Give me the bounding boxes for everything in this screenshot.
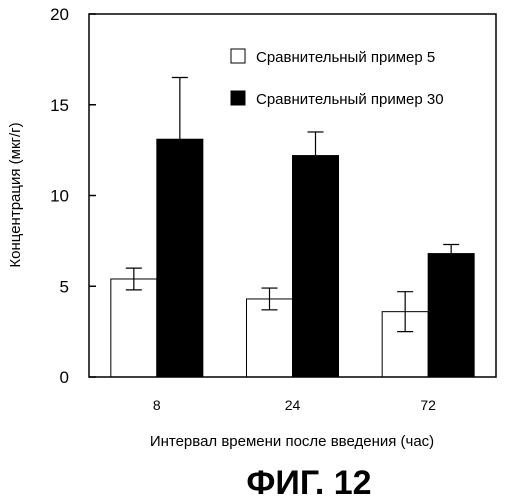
bar-series-1 [111, 279, 157, 377]
bar-series-2 [428, 254, 474, 377]
x-tick-label: 24 [285, 397, 301, 413]
bar-series-2 [157, 139, 203, 377]
y-tick-label: 10 [50, 187, 69, 206]
y-tick-label: 0 [60, 368, 69, 387]
legend: Сравнительный пример 5 Сравнительный прим… [231, 49, 444, 108]
y-tick-label: 5 [60, 277, 69, 296]
y-tick-label: 20 [50, 5, 69, 24]
legend-label: Сравнительный пример 5 [256, 49, 435, 66]
legend-swatch-series-2 [231, 91, 245, 105]
figure-caption: ФИГ. 12 [246, 464, 371, 500]
x-tick-label: 8 [153, 397, 161, 413]
y-tick-label: 15 [50, 96, 69, 115]
legend-swatch-series-1 [231, 49, 245, 63]
x-tick-labels-layer: 8 24 72 [153, 397, 436, 413]
x-axis-title: Интервал времени после введения (час) [150, 433, 434, 450]
legend-label: Сравнительный пример 30 [256, 91, 444, 108]
bars-layer [111, 78, 474, 377]
bar-series-1 [247, 299, 293, 377]
y-axis-title: Концентрация (мкг/г) [7, 122, 24, 267]
x-tick-label: 72 [420, 397, 436, 413]
bar-series-2 [293, 156, 339, 377]
